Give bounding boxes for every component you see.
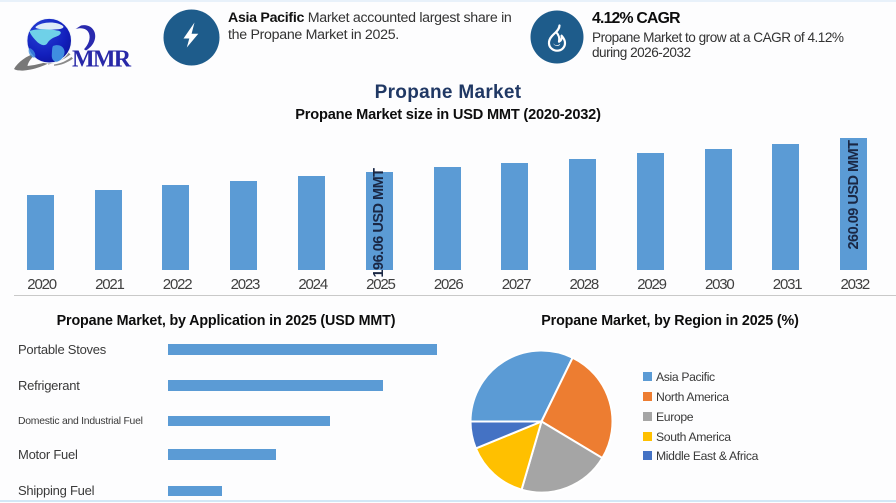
svg-text:MMR: MMR	[72, 47, 132, 73]
